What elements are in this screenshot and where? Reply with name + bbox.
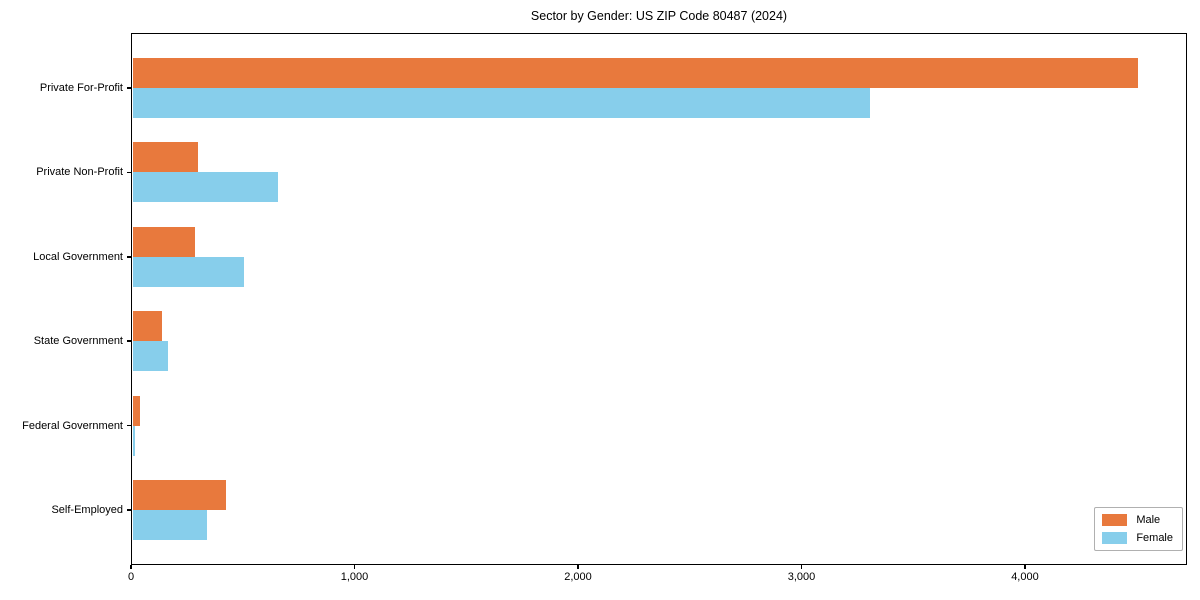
- bar-male-4: [132, 395, 141, 426]
- y-tick-mark: [127, 340, 131, 342]
- legend-label-male: Male: [1136, 514, 1161, 526]
- y-tick-label: Federal Government: [22, 419, 123, 432]
- legend-item-female: Female: [1102, 532, 1173, 544]
- legend-label-female: Female: [1136, 532, 1173, 544]
- y-tick-mark: [127, 87, 131, 89]
- x-tick-label: 3,000: [787, 571, 816, 583]
- x-tick-mark: [353, 565, 356, 569]
- bar-male-2: [132, 226, 196, 257]
- x-tick-mark: [1024, 565, 1026, 569]
- bar-male-3: [132, 311, 162, 342]
- y-tick-mark: [127, 509, 131, 511]
- legend-swatch-female: [1102, 532, 1128, 544]
- plot-area: Male Female: [131, 33, 1187, 565]
- bar-male-5: [132, 480, 227, 511]
- legend-item-male: Male: [1102, 514, 1173, 526]
- y-tick-mark: [127, 256, 131, 258]
- y-tick-mark: [127, 171, 131, 174]
- bar-female-2: [132, 256, 245, 287]
- x-tick-label: 2,000: [564, 571, 592, 583]
- bar-male-1: [132, 142, 199, 173]
- x-tick-mark: [577, 565, 579, 569]
- y-tick-mark: [127, 424, 131, 427]
- bar-female-1: [132, 172, 278, 203]
- chart-title: Sector by Gender: US ZIP Code 80487 (202…: [530, 9, 788, 23]
- y-tick-label: Private Non-Profit: [36, 166, 123, 179]
- legend-swatch-male: [1102, 514, 1128, 526]
- bar-female-0: [132, 87, 871, 118]
- x-tick-label: 0: [127, 571, 135, 583]
- x-tick-label: 4,000: [1011, 571, 1039, 583]
- bar-female-4: [132, 425, 135, 456]
- x-tick-mark: [130, 565, 132, 569]
- legend: Male Female: [1094, 507, 1183, 551]
- y-tick-label: Local Government: [33, 250, 123, 263]
- x-tick-mark: [800, 565, 803, 569]
- x-tick-label: 1,000: [340, 571, 369, 583]
- y-tick-label: State Government: [33, 335, 123, 348]
- y-tick-label: Private For-Profit: [39, 81, 123, 94]
- bar-female-5: [132, 510, 208, 541]
- bar-male-0: [132, 57, 1139, 88]
- bar-female-3: [132, 341, 169, 372]
- y-tick-label: Self-Employed: [51, 504, 123, 517]
